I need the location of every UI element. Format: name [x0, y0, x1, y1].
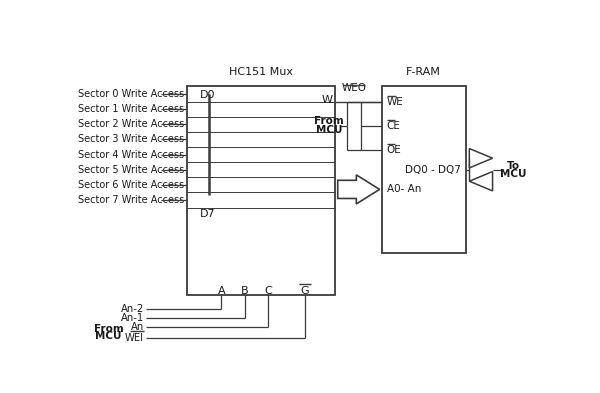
- Text: Sector 2 Write Access: Sector 2 Write Access: [78, 119, 184, 129]
- Text: MCU: MCU: [95, 331, 122, 341]
- Text: Sector 3 Write Access: Sector 3 Write Access: [78, 134, 184, 145]
- Text: W: W: [322, 95, 332, 105]
- Text: From: From: [94, 323, 124, 334]
- Text: MCU: MCU: [500, 169, 527, 179]
- Text: From: From: [314, 116, 344, 126]
- Text: Sector 4 Write Access: Sector 4 Write Access: [78, 150, 184, 160]
- Text: WEI: WEI: [125, 332, 144, 343]
- Text: HC151 Mux: HC151 Mux: [229, 67, 293, 77]
- Text: WE: WE: [386, 97, 403, 107]
- Text: G: G: [301, 286, 310, 296]
- Text: C: C: [264, 286, 272, 296]
- Text: D7: D7: [200, 209, 215, 219]
- Text: F-RAM: F-RAM: [406, 67, 441, 77]
- Text: Sector 7 Write Access: Sector 7 Write Access: [78, 195, 184, 205]
- Text: CE: CE: [386, 121, 400, 131]
- Text: A: A: [218, 286, 225, 296]
- Text: D0: D0: [200, 90, 215, 99]
- Text: Sector 5 Write Access: Sector 5 Write Access: [78, 165, 184, 175]
- Text: Sector 6 Write Access: Sector 6 Write Access: [78, 180, 184, 190]
- Text: An-2: An-2: [121, 304, 144, 314]
- Text: An-1: An-1: [121, 313, 144, 323]
- Text: To: To: [507, 161, 520, 171]
- Text: MCU: MCU: [316, 125, 343, 135]
- Text: Sector 0 Write Access: Sector 0 Write Access: [78, 89, 184, 99]
- Text: Sector 1 Write Access: Sector 1 Write Access: [78, 104, 184, 114]
- Text: WEO: WEO: [341, 83, 367, 93]
- Text: OE: OE: [386, 145, 401, 155]
- Text: DQ0 - DQ7: DQ0 - DQ7: [405, 165, 461, 175]
- Text: A0- An: A0- An: [386, 184, 421, 195]
- Text: An: An: [131, 322, 144, 332]
- Text: B: B: [241, 286, 248, 296]
